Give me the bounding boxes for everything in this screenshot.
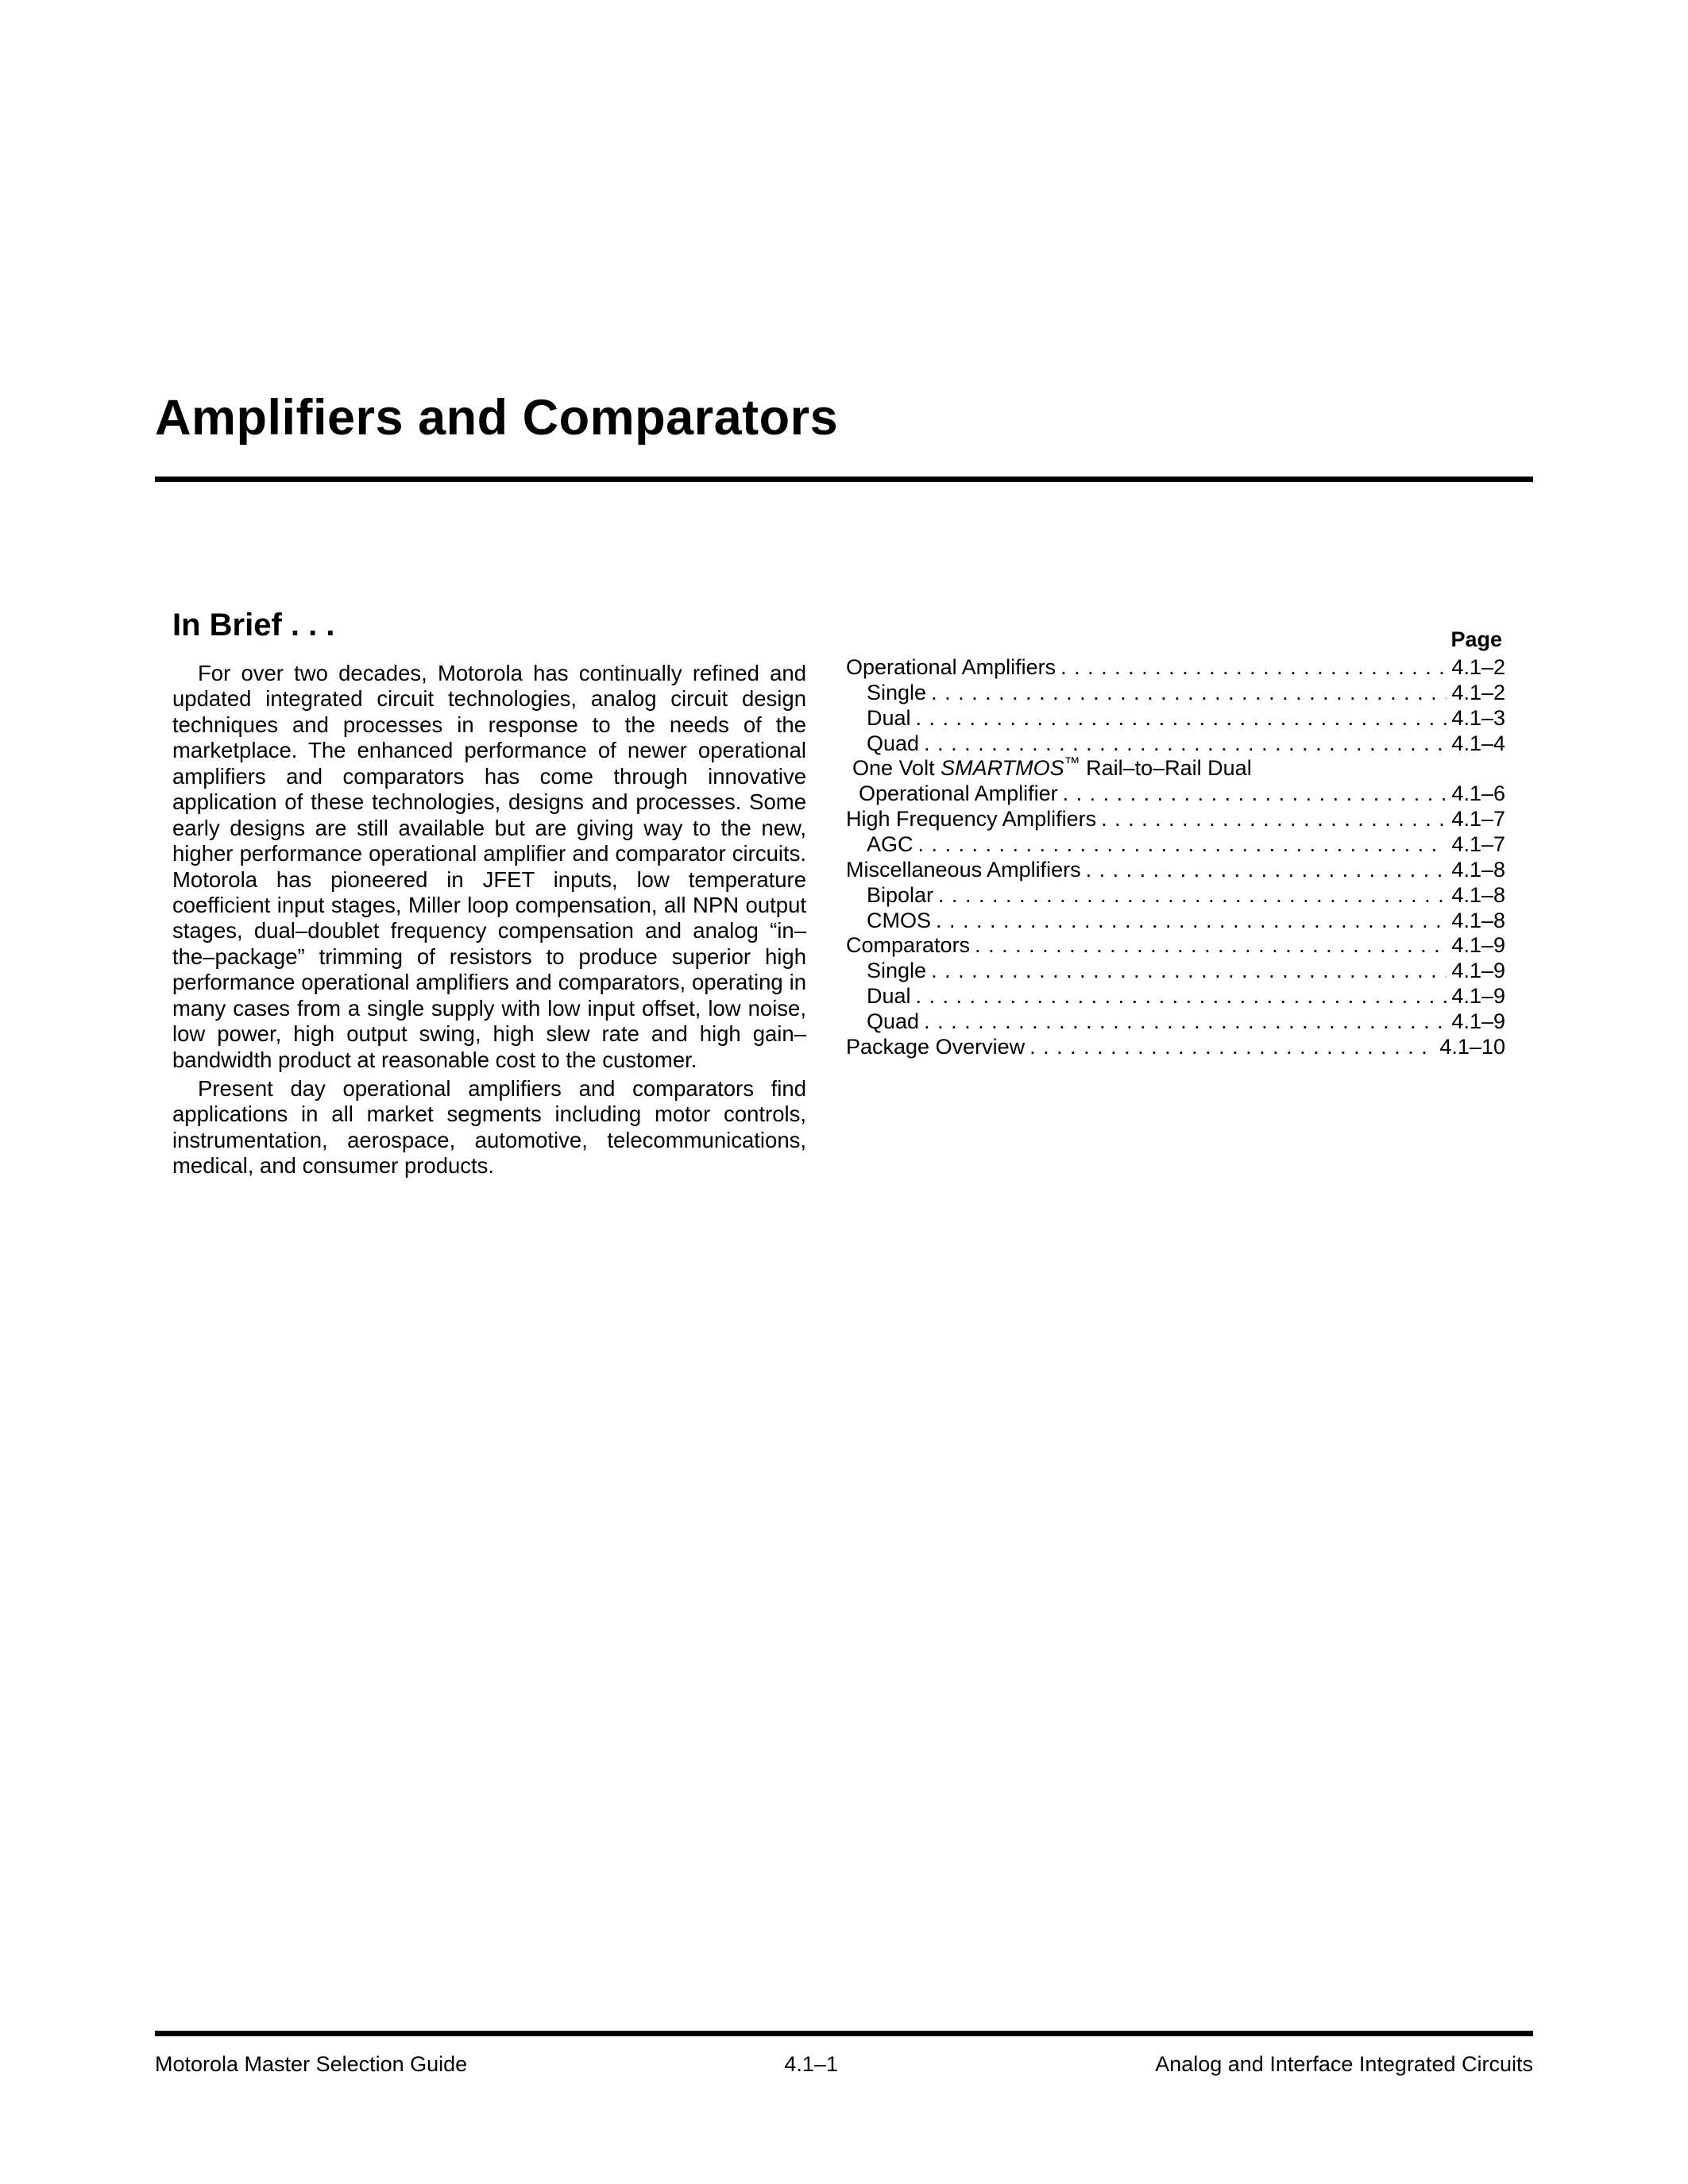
toc-label: AGC bbox=[867, 832, 914, 858]
right-column: Page Operational Amplifiers. . . . . . .… bbox=[846, 608, 1505, 1183]
intro-paragraph-2: Present day operational amplifiers and c… bbox=[172, 1076, 806, 1179]
toc-entry: Single. . . . . . . . . . . . . . . . . … bbox=[846, 681, 1505, 706]
toc-entry: Operational Amplifier. . . . . . . . . .… bbox=[846, 781, 1505, 807]
toc-label: High Frequency Amplifiers bbox=[846, 807, 1096, 832]
toc-label: Package Overview bbox=[846, 1035, 1025, 1060]
toc-dots: . . . . . . . . . . . . . . . . . . . . … bbox=[916, 706, 1447, 731]
toc-page: 4.1–8 bbox=[1451, 858, 1505, 883]
toc-page: 4.1–9 bbox=[1451, 933, 1505, 959]
toc-entry: Bipolar. . . . . . . . . . . . . . . . .… bbox=[846, 883, 1505, 909]
toc-label: Quad bbox=[867, 1009, 919, 1035]
toc-label: Dual bbox=[867, 706, 911, 731]
toc-page: 4.1–10 bbox=[1439, 1035, 1505, 1060]
toc-page: 4.1–9 bbox=[1451, 1009, 1505, 1035]
toc-page: 4.1–3 bbox=[1451, 706, 1505, 731]
toc-label: Quad bbox=[867, 731, 919, 757]
toc-dots: . . . . . . . . . . . . . . . . . . . . … bbox=[1060, 655, 1447, 681]
intro-paragraph-1: For over two decades, Motorola has conti… bbox=[172, 661, 806, 1073]
footer-rule bbox=[155, 2031, 1533, 2036]
toc-entry: Comparators. . . . . . . . . . . . . . .… bbox=[846, 933, 1505, 959]
toc-page: 4.1–4 bbox=[1451, 731, 1505, 757]
toc-entry: Quad. . . . . . . . . . . . . . . . . . … bbox=[846, 731, 1505, 757]
toc-entry: Quad. . . . . . . . . . . . . . . . . . … bbox=[846, 1009, 1505, 1035]
toc-entry: Dual. . . . . . . . . . . . . . . . . . … bbox=[846, 984, 1505, 1009]
toc-page: 4.1–6 bbox=[1451, 781, 1505, 807]
toc-dots: . . . . . . . . . . . . . . . . . . . . … bbox=[924, 1009, 1447, 1035]
toc-entry: Single. . . . . . . . . . . . . . . . . … bbox=[846, 959, 1505, 984]
toc-page: 4.1–8 bbox=[1451, 909, 1505, 934]
toc-dots: . . . . . . . . . . . . . . . . . . . . … bbox=[924, 731, 1447, 757]
toc-label: CMOS bbox=[867, 909, 931, 934]
toc-entry: Miscellaneous Amplifiers. . . . . . . . … bbox=[846, 858, 1505, 883]
footer-right: Analog and Interface Integrated Circuits bbox=[1155, 2052, 1533, 2077]
toc-label: Miscellaneous Amplifiers bbox=[846, 858, 1081, 883]
toc-dots: . . . . . . . . . . . . . . . . . . . . … bbox=[936, 909, 1447, 934]
toc-dots: . . . . . . . . . . . . . . . . . . . . … bbox=[931, 959, 1447, 984]
toc-label: Single bbox=[867, 959, 926, 984]
toc-label: Comparators bbox=[846, 933, 970, 959]
toc-label: Dual bbox=[867, 984, 911, 1009]
toc-dots: . . . . . . . . . . . . . . . . . . . . … bbox=[931, 681, 1447, 706]
toc-dots: . . . . . . . . . . . . . . . . . . . . … bbox=[1029, 1035, 1435, 1060]
toc-entry: AGC. . . . . . . . . . . . . . . . . . .… bbox=[846, 832, 1505, 858]
toc-page: 4.1–8 bbox=[1451, 883, 1505, 909]
toc-dots: . . . . . . . . . . . . . . . . . . . . … bbox=[938, 883, 1447, 909]
page-content: Amplifiers and Comparators In Brief . . … bbox=[0, 0, 1688, 1183]
toc-entry: High Frequency Amplifiers. . . . . . . .… bbox=[846, 807, 1505, 832]
chapter-title: Amplifiers and Comparators bbox=[155, 389, 1533, 446]
toc-entry: Dual. . . . . . . . . . . . . . . . . . … bbox=[846, 706, 1505, 731]
toc-page: 4.1–7 bbox=[1451, 807, 1505, 832]
toc-label: Operational Amplifier bbox=[859, 781, 1058, 807]
toc-dots: . . . . . . . . . . . . . . . . . . . . … bbox=[1063, 781, 1447, 807]
footer-center: 4.1–1 bbox=[784, 2052, 838, 2077]
toc-page: 4.1–2 bbox=[1451, 681, 1505, 706]
toc-page: 4.1–2 bbox=[1451, 655, 1505, 681]
toc-entry: CMOS. . . . . . . . . . . . . . . . . . … bbox=[846, 909, 1505, 934]
toc-dots: . . . . . . . . . . . . . . . . . . . . … bbox=[1101, 807, 1447, 832]
toc-dots: . . . . . . . . . . . . . . . . . . . . … bbox=[975, 933, 1447, 959]
toc-page: 4.1–9 bbox=[1451, 959, 1505, 984]
footer-left: Motorola Master Selection Guide bbox=[155, 2052, 467, 2077]
toc-entry: Operational Amplifiers. . . . . . . . . … bbox=[846, 655, 1505, 681]
toc-entry: Package Overview. . . . . . . . . . . . … bbox=[846, 1035, 1505, 1060]
in-brief-heading: In Brief . . . bbox=[172, 608, 806, 643]
page-footer: Motorola Master Selection Guide 4.1–1 An… bbox=[155, 2031, 1533, 2077]
two-column-content: In Brief . . . For over two decades, Mot… bbox=[155, 608, 1533, 1183]
toc-label: Operational Amplifiers bbox=[846, 655, 1056, 681]
toc-page-header: Page bbox=[846, 627, 1505, 652]
left-column: In Brief . . . For over two decades, Mot… bbox=[155, 608, 806, 1183]
toc-label: Bipolar bbox=[867, 883, 933, 909]
toc-page: 4.1–7 bbox=[1451, 832, 1505, 858]
toc-page: 4.1–9 bbox=[1451, 984, 1505, 1009]
toc-dots: . . . . . . . . . . . . . . . . . . . . … bbox=[916, 984, 1447, 1009]
table-of-contents: Operational Amplifiers. . . . . . . . . … bbox=[846, 655, 1505, 1060]
toc-dots: . . . . . . . . . . . . . . . . . . . . … bbox=[918, 832, 1447, 858]
toc-label: Single bbox=[867, 681, 926, 706]
footer-row: Motorola Master Selection Guide 4.1–1 An… bbox=[155, 2052, 1533, 2077]
title-rule bbox=[155, 477, 1533, 482]
toc-dots: . . . . . . . . . . . . . . . . . . . . … bbox=[1086, 858, 1447, 883]
toc-entry-line1: One Volt SMARTMOS™ Rail–to–Rail Dual bbox=[846, 756, 1505, 781]
